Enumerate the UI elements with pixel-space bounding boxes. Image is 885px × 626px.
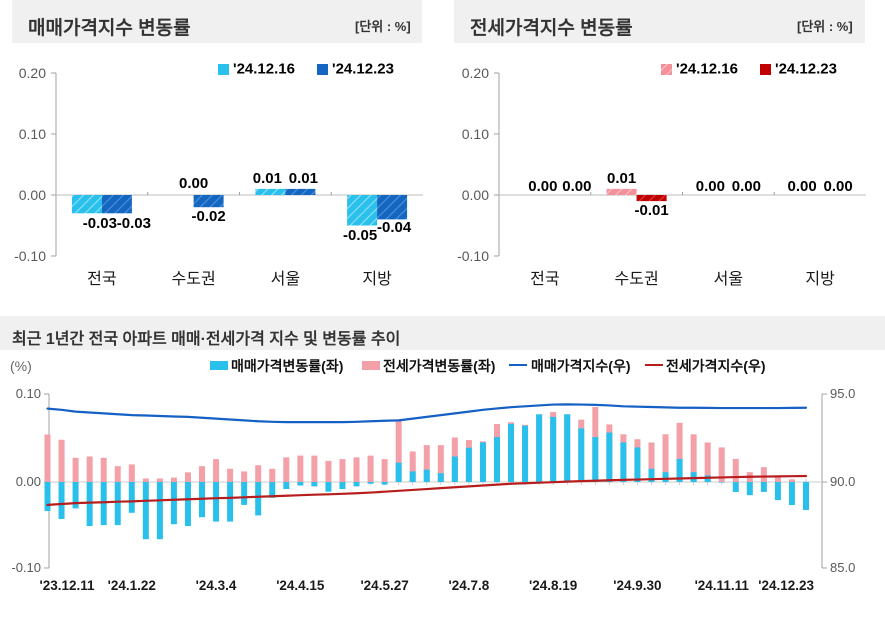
svg-text:0.00: 0.00 [823,178,852,195]
svg-text:'24.3.4: '24.3.4 [196,578,237,593]
svg-text:0.01: 0.01 [253,170,282,187]
svg-text:-0.10: -0.10 [457,248,489,264]
svg-text:'24.12.23: '24.12.23 [758,578,814,593]
svg-text:서울: 서울 [714,270,743,288]
svg-text:'24.12.16: '24.12.16 [676,61,738,78]
svg-text:'24.1.22: '24.1.22 [108,578,156,593]
svg-text:'24.12.23: '24.12.23 [775,61,837,78]
svg-text:-0.10: -0.10 [11,560,41,575]
svg-text:전국: 전국 [530,270,559,288]
svg-text:0.00: 0.00 [696,178,725,195]
svg-text:0.00: 0.00 [562,178,591,195]
svg-text:-0.03: -0.03 [117,215,151,232]
svg-text:-0.10: -0.10 [14,248,46,264]
svg-text:전국: 전국 [87,270,116,288]
svg-text:'24.7.8: '24.7.8 [449,578,490,593]
svg-text:0.00: 0.00 [787,178,816,195]
svg-text:지방: 지방 [362,270,392,288]
svg-text:-0.03: -0.03 [83,215,117,232]
svg-text:'24.5.27: '24.5.27 [360,578,408,593]
svg-text:0.01: 0.01 [289,170,318,187]
svg-text:0.20: 0.20 [462,65,489,81]
svg-text:'23.12.11: '23.12.11 [40,578,96,593]
svg-text:0.00: 0.00 [16,474,41,489]
svg-text:지방: 지방 [805,270,835,288]
svg-text:서울: 서울 [271,270,300,288]
svg-text:'24.11.11: '24.11.11 [695,578,750,593]
svg-text:'24.12.16: '24.12.16 [233,61,295,78]
svg-text:85.0: 85.0 [830,560,855,575]
svg-text:0.00: 0.00 [528,178,557,195]
svg-text:'24.4.15: '24.4.15 [276,578,325,593]
svg-text:0.00: 0.00 [462,187,489,203]
svg-text:0.20: 0.20 [19,65,46,81]
svg-text:0.10: 0.10 [16,386,41,401]
svg-text:-0.05: -0.05 [343,227,377,244]
svg-text:0.00: 0.00 [732,178,761,195]
svg-text:'24.12.23: '24.12.23 [332,61,394,78]
svg-text:0.00: 0.00 [19,187,46,203]
svg-text:-0.01: -0.01 [634,202,668,219]
svg-text:0.10: 0.10 [462,126,489,142]
svg-text:0.10: 0.10 [19,126,46,142]
svg-text:95.0: 95.0 [830,386,855,401]
svg-text:0.00: 0.00 [179,175,208,192]
svg-text:90.0: 90.0 [830,474,855,489]
svg-text:수도권: 수도권 [615,270,659,288]
svg-text:0.01: 0.01 [607,170,636,187]
svg-text:'24.9.30: '24.9.30 [613,578,661,593]
svg-text:'24.8.19: '24.8.19 [529,578,577,593]
svg-text:-0.02: -0.02 [191,208,225,225]
svg-text:-0.04: -0.04 [377,219,412,236]
svg-text:수도권: 수도권 [172,270,216,288]
